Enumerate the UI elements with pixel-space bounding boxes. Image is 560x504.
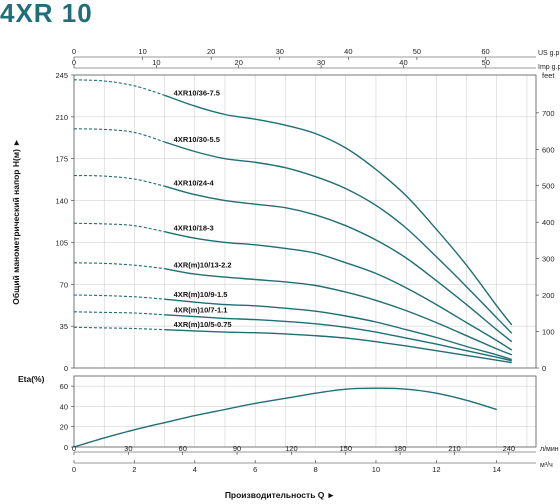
- imp-gpm-tick-label: 30: [317, 58, 325, 67]
- feet-tick-label: 0: [542, 364, 546, 373]
- y-tick-label: 140: [55, 197, 68, 206]
- m3h-tick-label: 14: [493, 465, 501, 474]
- eta-curve: [73, 387, 497, 448]
- m3h-tick-label: 0: [72, 465, 76, 474]
- lmin-tick-label: 0: [72, 444, 76, 453]
- us-gpm-tick-label: 10: [138, 47, 146, 56]
- feet-tick-label: 700: [542, 109, 555, 118]
- head-curve-0: [164, 94, 513, 326]
- us-gpm-tick-label: 20: [207, 47, 215, 56]
- m3h-tick-label: 10: [372, 465, 380, 474]
- imp-gpm-tick-label: 0: [72, 58, 76, 67]
- us-gpm-tick-label: 30: [276, 47, 284, 56]
- feet-tick-label: 300: [542, 255, 555, 264]
- m3h-tick-label: 2: [132, 465, 136, 474]
- lmin-tick-label: 180: [394, 444, 407, 453]
- y-axis-label: Общий манометрический напор H(м) ►: [11, 138, 21, 304]
- head-curve-7: [164, 329, 512, 364]
- curve-label-6: 4XR(m)10/7-1.1: [174, 305, 228, 314]
- y-tick-label: 210: [55, 113, 68, 122]
- eta-tick-label: 20: [60, 423, 68, 432]
- head-curve-dashed-2: [73, 174, 165, 187]
- curve-label-3: 4XR10/18-3: [174, 224, 214, 233]
- x-axis-label: Производительность Q ►: [225, 490, 335, 500]
- eta-tick-label: 40: [60, 402, 68, 411]
- m3h-tick-label: 12: [432, 465, 440, 474]
- curve-label-2: 4XR10/24-4: [174, 179, 215, 188]
- eta-plot-frame: [73, 375, 537, 448]
- head-curve-dashed-1: [73, 128, 165, 143]
- imp-gpm-tick-label: 10: [152, 58, 160, 67]
- imp-gpm-tick-label: 40: [399, 58, 407, 67]
- us-gpm-tick-label: 50: [413, 47, 421, 56]
- us-gpm-tick-label: 60: [481, 47, 489, 56]
- imp-gpm-tick-label: 50: [482, 58, 490, 67]
- m3h-tick-label: 4: [193, 465, 197, 474]
- feet-tick-label: 200: [542, 291, 555, 300]
- head-curve-dashed-6: [73, 311, 165, 316]
- us-gpm-tick-label: 0: [72, 47, 76, 56]
- head-plot-frame: [73, 74, 537, 369]
- head-curve-dashed-0: [73, 79, 165, 96]
- feet-tick-label: 500: [542, 182, 555, 191]
- curve-label-0: 4XR10/36-7.5: [174, 89, 220, 98]
- us-gpm-label: US g.p.m: [538, 50, 560, 57]
- imp-gpm-tick-label: 20: [235, 58, 243, 67]
- head-curves: [73, 79, 513, 364]
- lmin-tick-label: 30: [124, 444, 132, 453]
- y-tick-label: 35: [60, 322, 68, 331]
- head-curve-3: [164, 231, 513, 351]
- eta-tick-label: 60: [60, 382, 68, 391]
- feet-label: feet: [542, 71, 555, 80]
- y-tick-label: 175: [55, 155, 68, 164]
- m3h-tick-label: 8: [313, 465, 317, 474]
- head-curve-5: [164, 298, 513, 361]
- curve-label-1: 4XR10/30-5.5: [174, 135, 220, 144]
- head-curve-dashed-4: [73, 262, 165, 270]
- y-tick-label: 105: [55, 238, 68, 247]
- y-tick-label: 0: [64, 364, 68, 373]
- lmin-tick-label: 240: [503, 444, 516, 453]
- axes: [71, 56, 539, 464]
- lmin-tick-label: 90: [233, 444, 241, 453]
- head-curve-6: [164, 314, 512, 362]
- head-curve-dashed-5: [73, 294, 165, 300]
- efficiency-curve: [73, 387, 497, 448]
- curve-label-5: 4XR(m)10/9-1.5: [174, 290, 228, 299]
- lmin-tick-label: 60: [179, 444, 187, 453]
- feet-tick-label: 400: [542, 218, 555, 227]
- curve-label-7: 4XR(m)10/5-0.75: [174, 320, 232, 329]
- lmin-tick-label: 120: [285, 444, 298, 453]
- m3h-label: м³/ч: [540, 462, 553, 469]
- lmin-tick-label: 210: [448, 444, 461, 453]
- head-curve-2: [164, 185, 513, 343]
- y-tick-label: 245: [55, 71, 68, 80]
- head-curve-dashed-3: [73, 222, 165, 233]
- feet-tick-label: 100: [542, 328, 555, 337]
- head-curve-4: [164, 268, 513, 356]
- lmin-tick-label: 150: [340, 444, 353, 453]
- eta-tick-label: 0: [64, 443, 68, 452]
- head-curve-1: [164, 141, 513, 334]
- curve-label-4: 4XR(m)10/13-2.2: [174, 260, 232, 269]
- eta-label: Eta(%): [18, 374, 45, 384]
- m3h-tick-label: 6: [253, 465, 257, 474]
- chart-title: 4XR 10: [0, 0, 93, 28]
- tick-labels: 0357010514017521024501002003004005006007…: [11, 47, 560, 500]
- imp-gpm-label: Imp g.p.m: [538, 64, 560, 71]
- us-gpm-tick-label: 40: [344, 47, 352, 56]
- feet-tick-label: 600: [542, 145, 555, 154]
- y-tick-label: 70: [60, 280, 68, 289]
- head-curve-dashed-7: [73, 326, 165, 331]
- lmin-label: л/мин: [540, 446, 559, 453]
